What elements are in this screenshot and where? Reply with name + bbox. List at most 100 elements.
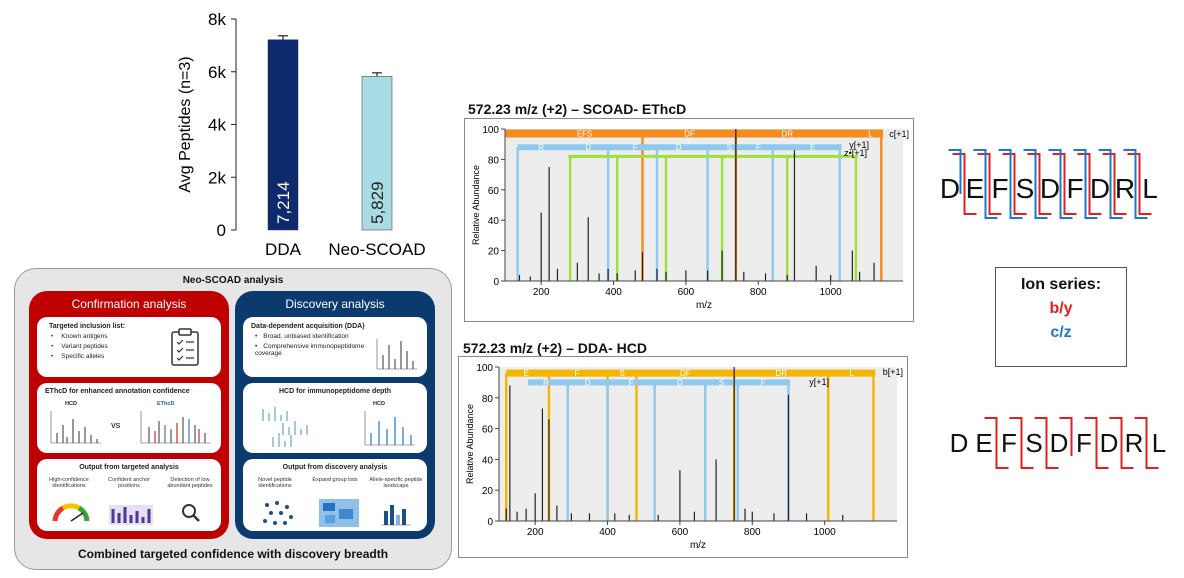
fragment-bracket <box>1113 168 1127 215</box>
fragment-label: E <box>523 369 528 378</box>
sequence-residue: F <box>1066 173 1083 204</box>
sequence-residue: L <box>1142 173 1158 204</box>
sequence-residue: F <box>1076 428 1092 458</box>
x-tick-label: 600 <box>672 527 689 538</box>
fragment-label: D <box>585 378 591 387</box>
sequence-residue: D <box>940 173 960 204</box>
spectrum-2-title: 572.23 m/z (+2) – DDA- HCD <box>463 340 648 356</box>
sequence-residue: S <box>1025 428 1042 458</box>
sequence-residue: D <box>950 428 969 458</box>
hcd-depth-card: HCD for immunopeptidome depth HCD <box>243 383 427 453</box>
y-tick-label: 0 <box>487 517 493 528</box>
fragment-bracket <box>1034 172 1048 219</box>
fragment-bracket <box>984 172 998 219</box>
discovery-heading: Discovery analysis <box>285 297 385 311</box>
x-tick-label: 800 <box>750 287 767 298</box>
fragment-bracket <box>1045 430 1059 469</box>
fragment-label: F <box>629 378 634 387</box>
spectrum-2-frame: E F S DF DR L R D F D S F 0 20 40 60 80 100 200 400 600 800 10… <box>458 356 908 558</box>
ion-type-label: b[+1] <box>883 367 903 377</box>
fragment-label: S <box>619 369 624 378</box>
x-tick-label: 200 <box>527 527 544 538</box>
fragment-label: S <box>727 143 732 152</box>
fragment-label: D <box>585 143 591 152</box>
allele-bar-icon <box>381 505 411 526</box>
y-tick-label: 20 <box>488 247 500 258</box>
fragment-label: F <box>574 369 579 378</box>
inclusion-item: • Variant peptides <box>51 343 108 350</box>
dda-item: • Broad, unbiased identification <box>255 333 349 340</box>
y-tick-label: 40 <box>482 455 494 466</box>
y-tick-label: 100 <box>476 363 493 374</box>
y-tick-label: 100 <box>482 125 499 136</box>
sequence-residue: L <box>1152 428 1166 458</box>
sequence-residue: D <box>1100 428 1119 458</box>
ethcd-title: EThcD for enhanced annotation confidence <box>45 388 190 395</box>
fragment-label: DR <box>775 369 787 378</box>
sequence-residue: D <box>1090 173 1110 204</box>
workflow-footer: Combined targeted confidence with discov… <box>77 547 389 561</box>
fragment-label: R <box>543 378 549 387</box>
magnifier-icon <box>182 504 200 522</box>
fragment-bracket <box>948 149 962 194</box>
fragment-bracket <box>1009 172 1023 219</box>
y-tick-label: 20 <box>482 486 494 497</box>
output-label: Allele-specific peptide landscape <box>369 477 423 489</box>
confirmation-column: Confirmation analysis Targeted inclusion… <box>29 291 229 539</box>
discovery-output-title: Output from discovery analysis <box>282 464 388 471</box>
x-tick-label: 400 <box>605 287 622 298</box>
ethcd-card: EThcD for enhanced annotation confidence… <box>37 383 221 453</box>
y-tick-label: 6k <box>208 63 226 82</box>
y-tick-label: 2k <box>208 168 226 187</box>
sequence-residue: S <box>1016 173 1035 204</box>
x-tick-label: DDA <box>265 240 302 259</box>
fragment-label: D <box>676 143 682 152</box>
sequence-residue: D <box>1050 428 1069 458</box>
fragment-bracket <box>988 168 1002 215</box>
dda-mini-spectrum <box>376 339 417 370</box>
hcd-depth-tag: HCD <box>373 401 385 407</box>
inclusion-item: • Known antigens <box>51 333 108 340</box>
fragment-label: S <box>719 378 724 387</box>
fragment-bracket <box>1084 172 1098 219</box>
fragment-label: DR <box>781 130 793 139</box>
x-axis-label: m/z <box>690 540 706 551</box>
fragment-label: F <box>761 378 766 387</box>
inclusion-list-card: Targeted inclusion list: • Known antigens… <box>37 317 221 377</box>
bar-value-label: 5,829 <box>368 181 387 224</box>
output-label: High-confidence identifications <box>49 477 89 489</box>
sequence-residue: E <box>966 173 985 204</box>
ion-type-label: y[+1] <box>809 377 829 387</box>
y-tick-label: 80 <box>488 155 500 166</box>
fragment-label: R <box>538 143 544 152</box>
y-tick-label: 60 <box>488 186 500 197</box>
dda-item: • Comprehensive immunopeptidome coverage <box>255 343 365 357</box>
fragment-bracket <box>1120 430 1134 469</box>
output-label: Expand group lists <box>312 477 358 483</box>
ion-type-label: z•[+1] <box>844 148 867 158</box>
spectrum-1-title: 572.23 m/z (+2) – SCOAD- EThcD <box>468 101 687 117</box>
y-tick-label: 0 <box>217 221 226 240</box>
hcd-tag: HCD <box>65 401 77 407</box>
x-tick-label: 400 <box>599 527 616 538</box>
fragment-bracket <box>1095 430 1109 469</box>
confirmation-heading: Confirmation analysis <box>71 297 187 311</box>
fragment-label: D <box>677 378 683 387</box>
discovery-output-card: Output from discovery analysis Novel pep… <box>243 459 427 531</box>
ethcd-tag: EThcD <box>157 401 175 407</box>
ion-series-title: Ion series: <box>1020 276 1102 293</box>
inclusion-item: • Specific alleles <box>51 353 105 360</box>
y-axis-label: Relative Abundance <box>471 165 481 245</box>
inclusion-title: Targeted inclusion list: <box>49 323 126 330</box>
peptide-count-bar-chart: 0 2k 4k 6k 8k Avg Peptides (n=3) 7,214 DDA 5,829… <box>177 10 426 259</box>
fragment-label: DF <box>684 130 695 139</box>
output-label: Detection of low abundant peptides <box>167 477 213 489</box>
targeted-output-title: Output from targeted analysis <box>79 464 179 471</box>
hcd-depth-mini-spectrum <box>364 411 415 446</box>
y-tick-label: 80 <box>482 394 494 405</box>
bar-neo-scoad <box>361 76 393 231</box>
y-tick-label: 0 <box>493 277 499 288</box>
ion-type-label: c[+1] <box>889 129 909 139</box>
fragment-bracket <box>1088 168 1102 215</box>
dda-card: Data-dependent acquisition (DDA) • Broad,… <box>243 317 427 377</box>
